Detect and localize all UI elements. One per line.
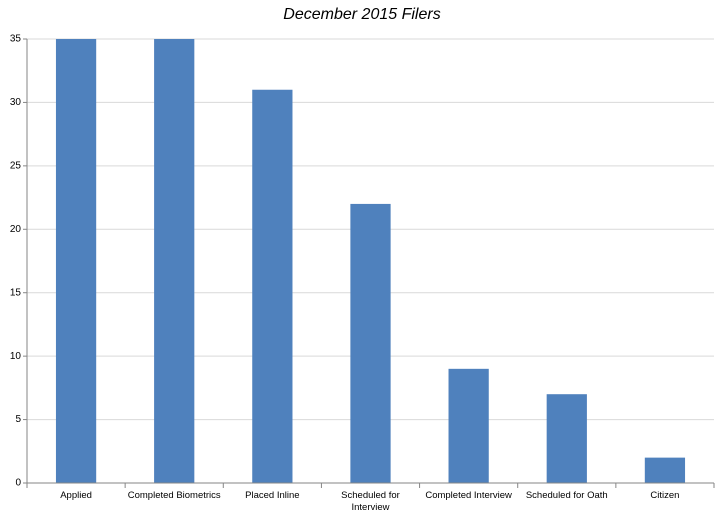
y-tick-label: 30 bbox=[10, 97, 22, 108]
y-tick-label: 10 bbox=[10, 351, 22, 362]
x-tick-label: Completed Biometrics bbox=[127, 490, 221, 501]
bar bbox=[350, 203, 391, 483]
bar bbox=[154, 39, 195, 483]
bar bbox=[546, 394, 587, 483]
x-tick-label: Scheduled for Interview bbox=[341, 490, 400, 513]
y-tick-label: 25 bbox=[10, 160, 22, 171]
x-tick-label: Placed Inline bbox=[245, 490, 300, 501]
y-tick-label: 0 bbox=[15, 478, 21, 489]
y-tick-label: 15 bbox=[10, 287, 22, 298]
bar bbox=[252, 89, 293, 483]
y-tick-label: 20 bbox=[10, 224, 22, 235]
y-tick-label: 5 bbox=[15, 414, 21, 425]
y-tick-label: 35 bbox=[10, 34, 22, 45]
x-tick-label: Completed Interview bbox=[425, 490, 512, 501]
bar bbox=[55, 39, 97, 483]
x-tick-label: Citizen bbox=[650, 490, 680, 501]
bar bbox=[448, 368, 489, 483]
x-tick-label: Scheduled for Oath bbox=[525, 490, 608, 501]
bar bbox=[644, 457, 686, 483]
chart-title: December 2015 Filers bbox=[283, 6, 440, 23]
x-tick-label: Applied bbox=[60, 490, 92, 501]
